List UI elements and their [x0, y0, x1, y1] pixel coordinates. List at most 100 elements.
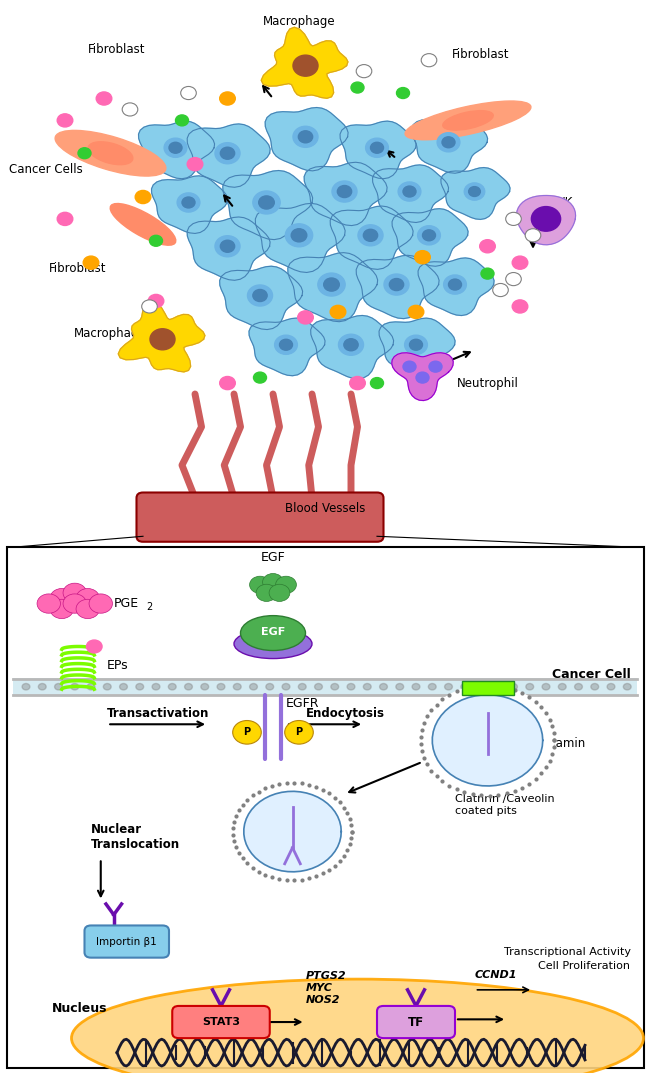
Circle shape — [63, 594, 86, 614]
Bar — [462, 681, 514, 695]
Text: EGF: EGF — [261, 552, 285, 564]
Circle shape — [177, 193, 200, 212]
Circle shape — [365, 138, 389, 158]
Text: Fibroblast: Fibroblast — [88, 43, 146, 56]
FancyBboxPatch shape — [377, 1006, 455, 1039]
Circle shape — [71, 684, 79, 690]
Circle shape — [96, 92, 112, 105]
Circle shape — [347, 684, 355, 690]
Circle shape — [542, 684, 550, 690]
Text: TF: TF — [408, 1015, 424, 1029]
Circle shape — [396, 684, 404, 690]
Circle shape — [591, 684, 599, 690]
Circle shape — [480, 239, 495, 253]
Circle shape — [370, 378, 383, 388]
Ellipse shape — [129, 215, 157, 234]
Circle shape — [217, 684, 225, 690]
FancyBboxPatch shape — [6, 547, 644, 1068]
Circle shape — [220, 377, 235, 389]
Polygon shape — [288, 252, 378, 322]
Circle shape — [169, 143, 182, 153]
Text: Macrophage: Macrophage — [263, 15, 335, 28]
Circle shape — [250, 684, 257, 690]
Circle shape — [506, 212, 521, 225]
Circle shape — [50, 588, 73, 607]
Circle shape — [233, 684, 241, 690]
Circle shape — [298, 311, 313, 324]
Circle shape — [510, 684, 517, 690]
Circle shape — [339, 334, 363, 355]
Circle shape — [607, 684, 615, 690]
Text: Neutrophil: Neutrophil — [456, 377, 519, 389]
Circle shape — [416, 372, 429, 383]
Circle shape — [404, 335, 428, 354]
Circle shape — [558, 684, 566, 690]
Circle shape — [481, 268, 494, 279]
Circle shape — [403, 186, 416, 197]
Text: Cancer Cell: Cancer Cell — [552, 667, 630, 681]
Circle shape — [76, 599, 99, 618]
Circle shape — [331, 684, 339, 690]
Circle shape — [50, 599, 73, 618]
Ellipse shape — [111, 204, 176, 246]
Polygon shape — [392, 208, 468, 266]
Polygon shape — [304, 162, 387, 225]
Circle shape — [215, 143, 240, 164]
Circle shape — [429, 362, 442, 372]
Circle shape — [526, 684, 534, 690]
FancyBboxPatch shape — [172, 1006, 270, 1039]
Circle shape — [142, 299, 157, 313]
Circle shape — [408, 306, 424, 319]
Circle shape — [332, 181, 357, 202]
Circle shape — [356, 64, 372, 77]
Circle shape — [324, 278, 339, 291]
Circle shape — [445, 684, 452, 690]
Text: Importin β1: Importin β1 — [96, 937, 157, 946]
Circle shape — [298, 684, 306, 690]
Circle shape — [512, 256, 528, 269]
Circle shape — [403, 362, 416, 372]
Text: EPs: EPs — [107, 659, 129, 672]
Circle shape — [398, 182, 421, 201]
Circle shape — [150, 235, 162, 246]
Circle shape — [389, 279, 404, 291]
Circle shape — [442, 137, 455, 148]
Polygon shape — [151, 176, 228, 234]
Circle shape — [120, 684, 127, 690]
Text: Blood Vessels: Blood Vessels — [285, 502, 365, 515]
Circle shape — [448, 279, 461, 290]
Text: PTGS2: PTGS2 — [306, 971, 346, 982]
Circle shape — [428, 684, 436, 690]
Circle shape — [182, 197, 195, 208]
Polygon shape — [233, 783, 352, 880]
Circle shape — [623, 684, 631, 690]
Circle shape — [57, 114, 73, 127]
Circle shape — [477, 684, 485, 690]
Circle shape — [293, 55, 318, 76]
Text: NOS2: NOS2 — [306, 995, 340, 1005]
Circle shape — [370, 143, 383, 153]
Polygon shape — [432, 695, 543, 785]
Circle shape — [168, 684, 176, 690]
Circle shape — [259, 196, 274, 209]
Polygon shape — [372, 165, 448, 222]
Circle shape — [63, 584, 86, 603]
Circle shape — [76, 588, 99, 607]
Circle shape — [250, 576, 270, 593]
Circle shape — [344, 339, 358, 351]
Circle shape — [176, 115, 188, 126]
Circle shape — [461, 684, 469, 690]
Polygon shape — [392, 353, 453, 400]
Polygon shape — [187, 217, 270, 280]
Circle shape — [253, 191, 280, 214]
Polygon shape — [421, 686, 554, 795]
Circle shape — [575, 684, 582, 690]
Circle shape — [256, 584, 277, 601]
Circle shape — [135, 190, 151, 204]
Text: NK: NK — [557, 196, 574, 209]
Text: Nucleus: Nucleus — [52, 1002, 107, 1015]
Ellipse shape — [55, 131, 166, 176]
Circle shape — [215, 236, 240, 256]
Polygon shape — [249, 318, 325, 376]
Circle shape — [363, 684, 371, 690]
